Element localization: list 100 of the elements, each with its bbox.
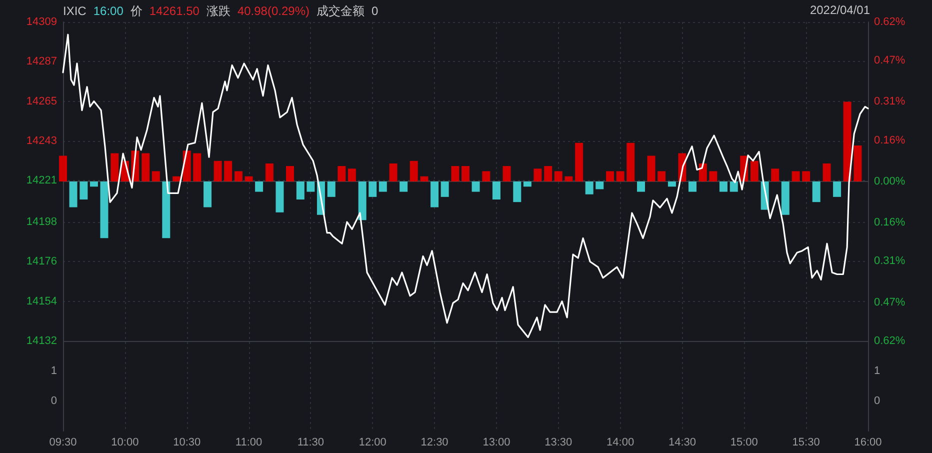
y2-tick-label: 0.62% (874, 16, 906, 28)
bar (626, 142, 635, 182)
bar (224, 160, 232, 182)
bar (843, 102, 852, 182)
x-tick-label: 10:00 (111, 436, 139, 448)
bar (90, 181, 98, 187)
bar (338, 166, 346, 182)
bar (234, 171, 242, 182)
bar (544, 166, 552, 182)
bar (771, 168, 780, 182)
text: 0 (371, 4, 378, 18)
y-tick-label: 14176 (26, 256, 57, 268)
bar (513, 181, 522, 202)
bar (575, 142, 584, 182)
bar (647, 156, 656, 182)
text: 40.98(0.29%) (237, 4, 310, 18)
y2-tick-label: 0.00% (874, 175, 906, 188)
bar (378, 181, 387, 192)
bar (802, 171, 810, 182)
x-tick-label: 12:00 (358, 436, 386, 448)
bar (110, 153, 119, 182)
bar (306, 181, 315, 192)
bar (100, 181, 108, 238)
bar (585, 181, 594, 194)
bar (523, 181, 532, 187)
bar (492, 181, 500, 200)
x-tick-label: 14:30 (668, 436, 696, 448)
line-series (62, 34, 869, 338)
bar (410, 160, 418, 182)
bar (462, 166, 470, 182)
y2-tick-label: 0.47% (874, 296, 906, 308)
x-tick-label: 13:00 (482, 436, 510, 448)
bar (142, 153, 150, 182)
bar (719, 181, 728, 192)
bar (781, 181, 790, 215)
bar (792, 171, 800, 182)
y-tick-label: 14243 (26, 134, 57, 147)
bar (430, 181, 439, 208)
y2-tick-label: 0.62% (874, 334, 906, 347)
bar (636, 181, 645, 192)
x-tick-label: 15:00 (730, 436, 758, 448)
bar (698, 163, 707, 182)
x-tick-label: 10:30 (173, 436, 201, 448)
y-tick-label: 14265 (26, 95, 57, 108)
bar (709, 171, 718, 182)
text: 0 (50, 395, 57, 407)
bar (327, 181, 336, 197)
bar (440, 181, 449, 197)
bar (152, 171, 160, 182)
y-tick-label: 14287 (26, 56, 57, 68)
bar (472, 181, 480, 192)
text: 2022/04/01 (810, 3, 870, 17)
x-tick-label: 11:30 (297, 436, 324, 448)
x-tick-label: 14:00 (606, 436, 634, 448)
bar (204, 181, 212, 208)
text: 1 (50, 365, 57, 377)
y2-tick-label: 0.31% (874, 255, 906, 268)
bar (358, 181, 366, 220)
bar (214, 160, 222, 182)
text: 16:00 (93, 4, 124, 18)
bar (554, 171, 562, 182)
bar (296, 181, 304, 200)
y-tick-label: 14132 (26, 334, 57, 347)
bar (833, 181, 842, 197)
bar (193, 153, 202, 182)
bar (822, 163, 831, 182)
bar (244, 176, 253, 182)
text: 价 (130, 4, 142, 18)
bar (596, 181, 604, 190)
text: 成交金额 (316, 4, 364, 18)
y-tick-label: 14221 (26, 174, 57, 187)
x-tick-label: 09:30 (49, 436, 77, 448)
y-tick-label: 14309 (26, 16, 57, 28)
text: IXIC (63, 4, 86, 18)
bar (534, 168, 542, 182)
y2-tick-label: 0.16% (874, 216, 906, 229)
bar (812, 181, 820, 202)
text: 0 (874, 395, 880, 407)
x-tick-label: 16:00 (854, 436, 882, 448)
bar (451, 166, 460, 182)
text: 1 (874, 365, 880, 377)
y2-tick-label: 0.16% (874, 134, 906, 146)
bar (59, 156, 67, 182)
x-tick-label: 12:30 (420, 436, 448, 448)
bar (606, 171, 614, 182)
bar (668, 181, 676, 187)
y-tick-label: 14198 (26, 216, 57, 228)
bar (688, 181, 697, 192)
bar (564, 176, 573, 182)
bar (286, 166, 294, 182)
bar (172, 176, 181, 182)
y-tick-label: 14154 (26, 295, 57, 308)
y2-tick-label: 0.31% (874, 96, 906, 108)
bar (368, 181, 377, 197)
bar (482, 171, 490, 182)
x-tick-label: 15:30 (792, 436, 820, 448)
bar (658, 171, 666, 182)
bar (854, 145, 862, 182)
bar (730, 181, 738, 192)
bar (616, 171, 624, 182)
